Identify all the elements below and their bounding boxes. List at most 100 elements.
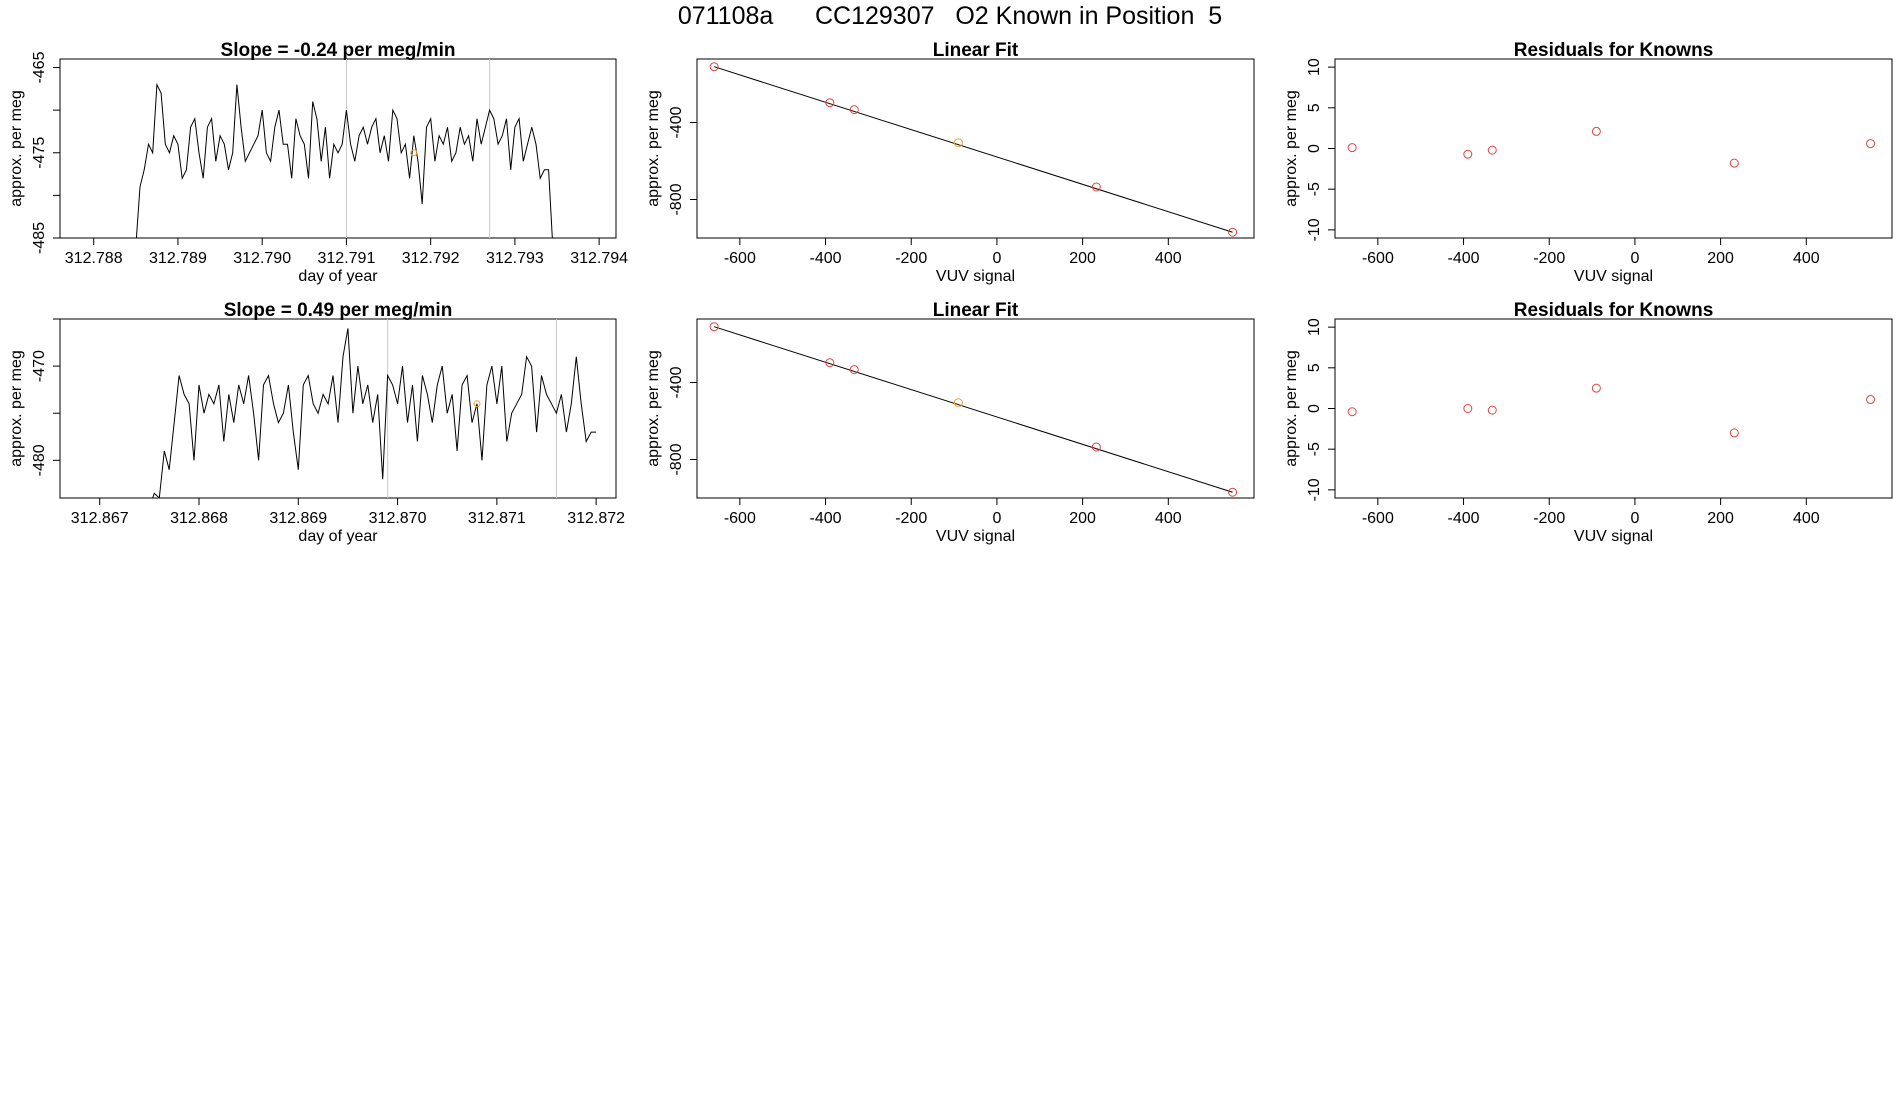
- data-point: [1487, 405, 1497, 415]
- data-point: [825, 98, 835, 108]
- x-axis-label: VUV signal: [1574, 528, 1653, 545]
- panel-title: Residuals for Knowns: [1514, 40, 1714, 61]
- x-tick-label: -400: [1448, 250, 1480, 267]
- panel-title: Linear Fit: [933, 40, 1019, 61]
- data-point: [1091, 442, 1101, 452]
- data-point: [825, 358, 835, 368]
- x-tick-label: 312.868: [170, 510, 228, 527]
- chart-panel-6: Residuals for Knowns -600 -400 -200 0 200 400 V…: [1283, 300, 1893, 545]
- highlight-point: [473, 400, 481, 408]
- plot-frame: [59, 318, 617, 499]
- x-tick-label: 312.869: [269, 510, 327, 527]
- x-tick-label: 312.794: [570, 250, 628, 267]
- y-tick-label: -475: [31, 137, 48, 169]
- x-tick-label: -600: [1362, 250, 1394, 267]
- y-tick-label: -800: [668, 183, 685, 215]
- y-tick-label: -10: [1306, 218, 1323, 241]
- chart-panel-1: Slope = -0.24 per meg/min 312.788 312.789 3…: [8, 40, 628, 285]
- x-tick-label: -200: [1533, 250, 1565, 267]
- y-tick-label: 5: [1306, 103, 1323, 112]
- x-tick-label: -400: [810, 510, 842, 527]
- y-axis-label: approx. per meg: [8, 90, 25, 207]
- data-point: [1866, 139, 1876, 149]
- highlight-point: [410, 149, 418, 157]
- data-point: [1591, 126, 1601, 136]
- panel-title: Slope = -0.24 per meg/min: [221, 40, 456, 61]
- y-axis-label: approx. per meg: [8, 350, 25, 467]
- plot-frame: [696, 58, 1255, 239]
- chart-panel-3: Residuals for Knowns -600 -400 -200 0 200 400 V…: [1283, 40, 1893, 285]
- x-tick-label: 200: [1707, 250, 1734, 267]
- x-tick-label: 312.788: [65, 250, 123, 267]
- data-point: [849, 105, 859, 115]
- x-tick-label: -400: [1448, 510, 1480, 527]
- x-tick-label: 312.871: [468, 510, 526, 527]
- plot-data: [1347, 126, 1876, 168]
- x-tick-label: 312.793: [486, 250, 544, 267]
- x-tick-label: -200: [895, 250, 927, 267]
- x-tick-label: 200: [1069, 250, 1096, 267]
- chart-panel-5: Linear Fit -600 -400 -200 0 200 400 VUV signal -…: [645, 300, 1255, 545]
- x-tick-label: 0: [1630, 510, 1639, 527]
- data-point: [1487, 145, 1497, 155]
- chart-panel-2: Linear Fit -600 -400 -200 0 200 400 VUV signal -…: [645, 40, 1255, 285]
- x-axis-label: VUV signal: [936, 528, 1015, 545]
- data-point: [709, 62, 719, 72]
- x-tick-label: 0: [992, 250, 1001, 267]
- data-point: [953, 138, 963, 148]
- y-tick-label: -465: [31, 51, 48, 83]
- x-tick-label: 200: [1707, 510, 1734, 527]
- x-tick-label: -600: [1362, 510, 1394, 527]
- data-point: [849, 365, 859, 375]
- data-point: [1347, 143, 1357, 153]
- x-tick-label: 312.872: [567, 510, 625, 527]
- y-axis-label: approx. per meg: [645, 350, 662, 467]
- y-tick-label: 10: [1306, 318, 1323, 336]
- data-point: [1866, 395, 1876, 405]
- y-axis-label: approx. per meg: [1283, 350, 1300, 467]
- y-tick-label: 0: [1306, 404, 1323, 413]
- x-tick-label: 312.870: [369, 510, 427, 527]
- plot-data: [152, 319, 597, 498]
- x-axis-label: day of year: [298, 268, 378, 285]
- x-tick-label: 312.867: [71, 510, 129, 527]
- panel-title: Slope = 0.49 per meg/min: [224, 300, 453, 321]
- x-axis-label: day of year: [298, 528, 378, 545]
- x-axis-label: VUV signal: [936, 268, 1015, 285]
- y-tick-label: 0: [1306, 144, 1323, 153]
- y-tick-label: -800: [668, 443, 685, 475]
- panel-title: Linear Fit: [933, 300, 1019, 321]
- y-tick-label: -5: [1306, 442, 1323, 456]
- x-tick-label: -200: [1533, 510, 1565, 527]
- x-tick-label: 312.792: [402, 250, 460, 267]
- data-point: [953, 398, 963, 408]
- data-point: [1591, 383, 1601, 393]
- plot-data: [135, 59, 553, 238]
- data-point: [1091, 182, 1101, 192]
- y-tick-label: -470: [31, 350, 48, 382]
- data-point: [1463, 404, 1473, 413]
- chart-panel-4: Slope = 0.49 per meg/min 312.867 312.868 31…: [8, 300, 625, 545]
- x-tick-label: 400: [1793, 510, 1820, 527]
- x-tick-label: 312.791: [318, 250, 376, 267]
- y-tick-label: -10: [1306, 478, 1323, 501]
- y-tick-label: -485: [31, 222, 48, 254]
- x-tick-label: 312.789: [149, 250, 207, 267]
- series-line: [135, 82, 553, 238]
- plot-frame: [1334, 58, 1893, 239]
- data-point: [1463, 149, 1473, 159]
- data-point: [1228, 487, 1238, 497]
- x-tick-label: -200: [895, 510, 927, 527]
- x-tick-label: 400: [1155, 250, 1182, 267]
- x-tick-label: 312.790: [233, 250, 291, 267]
- y-tick-label: 5: [1306, 363, 1323, 372]
- x-tick-label: -600: [724, 510, 756, 527]
- plot-frame: [696, 318, 1255, 499]
- figure-title: 071108a CC129307 O2 Known in Position 5: [677, 2, 1223, 30]
- plot-data: [1347, 383, 1876, 438]
- x-tick-label: 200: [1069, 510, 1096, 527]
- y-tick-label: -5: [1306, 182, 1323, 196]
- plot-frame: [1334, 318, 1893, 499]
- data-point: [709, 322, 719, 332]
